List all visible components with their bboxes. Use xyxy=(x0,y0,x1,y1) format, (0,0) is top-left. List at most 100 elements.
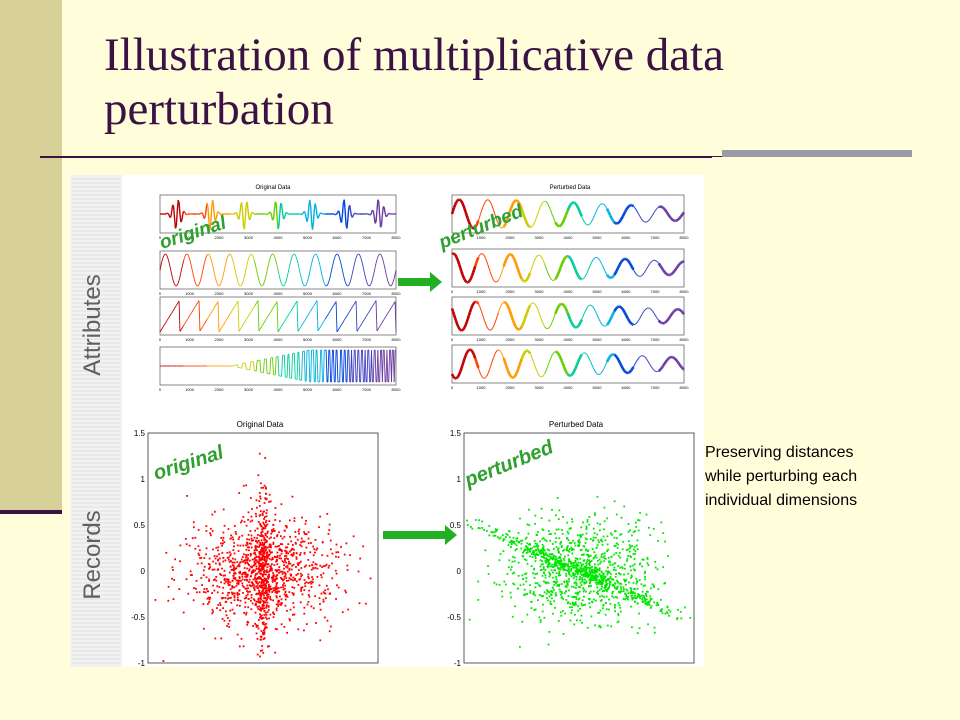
signal-segment xyxy=(349,210,353,217)
scatter-point xyxy=(264,558,266,561)
scatter-point xyxy=(335,551,338,554)
signal-segment xyxy=(317,216,320,219)
perturbed-segment xyxy=(648,218,651,221)
scatter-point xyxy=(192,521,195,524)
scatter-point xyxy=(541,549,543,551)
scatter-point xyxy=(285,580,288,582)
scatter-point xyxy=(335,572,338,575)
scatter-point xyxy=(320,574,322,576)
perturbed-segment xyxy=(559,357,563,362)
perturbed-segment xyxy=(543,261,546,265)
scatter-point xyxy=(188,544,191,547)
perturbed-segment xyxy=(482,253,484,256)
scatter-point xyxy=(546,589,549,592)
perturbed-segment xyxy=(668,356,671,360)
signal-segment xyxy=(376,199,379,211)
scatter-point xyxy=(644,602,647,605)
scatter-point xyxy=(258,500,261,502)
signal-segment xyxy=(249,253,252,256)
scatter-point xyxy=(575,598,578,600)
signal-segment xyxy=(182,260,185,265)
perturbed-segment xyxy=(541,319,544,323)
perturbed-segment xyxy=(454,254,458,258)
scatter-point xyxy=(631,596,633,599)
scatter-point xyxy=(592,598,595,601)
perturbed-segment xyxy=(657,369,661,373)
scatter-point xyxy=(471,527,474,530)
scatter-point xyxy=(596,571,598,574)
perturbed-segment xyxy=(648,362,651,366)
signal-segment xyxy=(300,275,303,280)
scatter-point xyxy=(241,582,244,585)
perturbed-segment xyxy=(677,217,681,220)
perturbed-segment xyxy=(545,267,548,271)
signal-segment xyxy=(332,262,334,267)
scatter-point xyxy=(639,511,641,514)
scatter-point xyxy=(664,612,667,615)
scatter-point xyxy=(278,548,281,551)
perturbed-segment xyxy=(669,273,672,276)
perturbed-segment xyxy=(664,210,669,214)
scatter-point xyxy=(592,590,595,593)
signal-segment xyxy=(354,257,357,262)
scatter-point xyxy=(223,579,226,582)
signal-segment xyxy=(263,321,265,324)
scatter-point xyxy=(582,559,585,562)
perturbed-segment xyxy=(546,365,549,369)
scatter-point xyxy=(593,568,596,571)
tick-label: 1000 xyxy=(477,337,487,342)
perturbed-segment xyxy=(483,202,486,206)
perturbed-segment xyxy=(461,202,465,207)
scatter-point xyxy=(668,614,670,617)
perturbed-segment xyxy=(505,217,510,222)
scatter-point xyxy=(620,533,623,536)
perturbed-segment xyxy=(584,352,587,354)
scatter-point xyxy=(275,596,278,599)
scatter-point xyxy=(641,565,643,568)
scatter-point xyxy=(196,562,199,565)
scatter-point xyxy=(619,606,622,609)
scatter-point xyxy=(244,587,247,590)
signal-segment xyxy=(167,213,170,216)
scatter-point xyxy=(280,623,283,626)
perturbed-segment xyxy=(452,314,457,319)
scatter-point xyxy=(297,584,300,586)
row-label-records: Records xyxy=(79,510,106,599)
x-tick-label: 0.5 xyxy=(315,666,327,667)
scatter-point xyxy=(608,598,610,601)
perturbed-segment xyxy=(562,257,566,261)
scatter-point xyxy=(255,585,257,588)
scatter-point xyxy=(636,602,639,605)
signal-segment xyxy=(196,301,199,304)
scatter-point xyxy=(680,617,683,620)
scatter-point xyxy=(246,567,249,570)
signal-segment xyxy=(386,350,389,382)
scatter-point xyxy=(216,591,219,594)
signal-segment xyxy=(342,274,345,279)
scatter-point xyxy=(555,546,558,549)
perturbed-segment xyxy=(614,354,618,358)
scatter-point xyxy=(574,559,577,562)
scatter-point xyxy=(625,595,628,598)
scatter-point xyxy=(248,546,250,549)
perturbed-segment xyxy=(558,224,562,228)
scatter-point xyxy=(303,589,306,592)
tick-label: 7000 xyxy=(651,289,661,294)
scatter-point xyxy=(636,595,639,598)
signal-segment xyxy=(340,262,342,267)
scatter-point xyxy=(264,457,267,459)
perturbed-segment xyxy=(472,301,476,305)
signal-segment xyxy=(363,271,366,277)
tick-label: 8000 xyxy=(392,387,402,392)
records-original-panel: Original Data -1-0.500.511.510.50-0.5-1 … xyxy=(131,420,381,667)
scatter-point xyxy=(586,560,589,563)
scatter-point xyxy=(627,592,630,595)
perturbed-segment xyxy=(544,326,547,329)
scatter-point xyxy=(253,584,256,587)
scatter-point xyxy=(599,575,602,578)
scatter-point xyxy=(506,534,509,536)
scatter-point xyxy=(477,598,480,601)
perturbed-segment xyxy=(656,207,658,210)
tick-label: 1000 xyxy=(477,235,487,240)
scatter-point xyxy=(364,602,367,605)
